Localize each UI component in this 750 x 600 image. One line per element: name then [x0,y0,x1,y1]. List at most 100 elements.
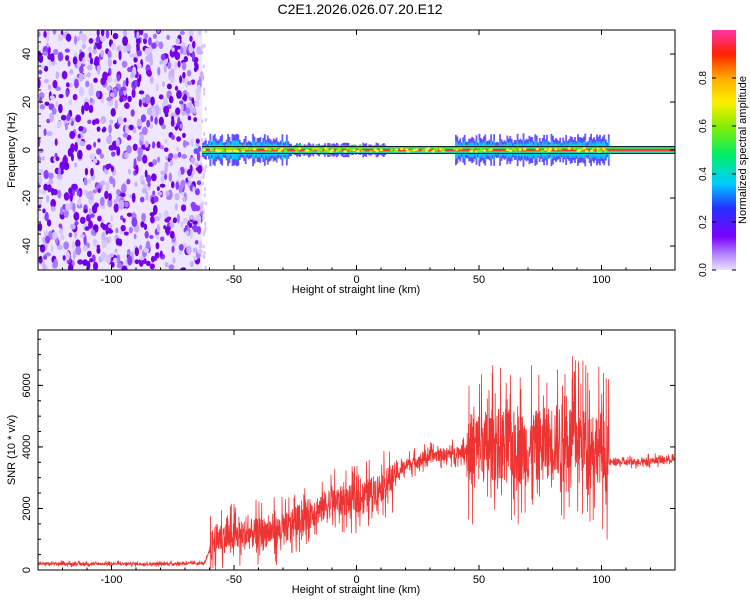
colorbar-tick-label: 0.6 [698,119,709,133]
noise-speck [72,117,77,122]
noise-speck [121,265,128,270]
noise-speck [204,164,208,169]
band-speck [601,147,606,151]
noise-speck [100,222,105,229]
noise-speck [86,144,92,151]
noise-speck [41,156,45,161]
noise-speck [136,118,143,127]
x-tick-label: -50 [226,274,242,286]
noise-speck [100,115,107,124]
noise-speck [187,115,192,121]
noise-speck [62,255,66,261]
band-core-peak [202,148,675,152]
band-speck [508,149,513,152]
noise-speck [109,119,114,125]
noise-speck [181,45,188,56]
noise-speck [89,57,94,65]
noise-speck [86,64,93,71]
noise-speck [169,220,175,228]
noise-speck [158,116,164,126]
noise-speck [182,90,188,96]
noise-speck [202,254,205,259]
noise-speck [51,231,58,240]
noise-speck [46,131,53,137]
noise-speck [38,152,41,158]
noise-speck [178,184,183,194]
noise-speck [114,78,117,83]
noise-speck [133,158,137,168]
band-speck [202,148,207,151]
noise-speck [150,115,154,123]
noise-speck [185,107,191,115]
noise-speck [43,65,49,72]
noise-speck [126,212,133,217]
noise-speck [101,240,105,249]
noise-speck [86,260,91,270]
noise-speck [56,173,63,180]
noise-speck [38,175,43,185]
noise-speck [142,154,148,164]
colorbar-label: Normalized spectral amplitude [737,76,749,224]
noise-speck [107,57,112,68]
noise-speck [136,155,143,162]
noise-speck [83,73,87,79]
noise-speck [77,259,84,265]
noise-speck [158,212,162,219]
noise-speck [120,192,126,198]
noise-speck [77,197,82,207]
noise-speck [74,162,78,168]
noise-speck [122,36,129,47]
noise-speck [126,248,131,256]
noise-speck [175,181,180,190]
noise-speck [123,30,128,38]
x-tick-label: 50 [473,574,485,586]
noise-speck [186,92,190,99]
band-speck [379,148,384,152]
noise-speck [67,147,73,157]
noise-speck [203,250,206,255]
band-speck [375,149,379,153]
noise-speck [141,126,148,136]
noise-speck [168,172,172,182]
noise-speck [63,162,70,171]
noise-speck [150,255,155,263]
snr-series-line [38,356,675,570]
noise-speck [122,132,129,138]
noise-speck [166,195,172,201]
noise-speck [155,242,160,250]
noise-speck [139,256,145,261]
noise-speck [195,214,201,220]
heatmap-y-ticks: -40 -20 0 20 40 [21,29,675,271]
noise-speck [88,86,94,97]
noise-speck [179,30,185,36]
noise-speck [186,69,192,77]
noise-speck [178,243,184,251]
y-tick-label: -40 [21,238,33,254]
snr-panel: -100 -50 0 50 100 0 2000 4000 6000 Height of st… [6,329,676,596]
noise-speck [169,230,175,239]
noise-speck [154,252,160,259]
band-speck [243,147,248,150]
y-tick-label: 20 [21,96,33,108]
x-tick-label: 0 [353,274,359,286]
noise-speck [68,99,73,106]
noise-speck [112,178,116,188]
band-speck [252,147,256,151]
noise-speck [122,218,126,223]
noise-speck [136,49,142,57]
x-tick-label: -100 [100,574,122,586]
noise-speck [118,50,122,61]
noise-speck [171,134,175,141]
noise-speck [38,189,42,194]
noise-speck [136,31,140,39]
noise-speck [147,181,151,187]
noise-speck [100,180,106,186]
noise-speck [56,244,63,250]
noise-speck [145,260,151,266]
noise-speck [201,216,205,221]
noise-speck [164,261,169,268]
band-speck [511,147,516,151]
noise-speck [53,258,58,269]
noise-speck [100,35,106,43]
